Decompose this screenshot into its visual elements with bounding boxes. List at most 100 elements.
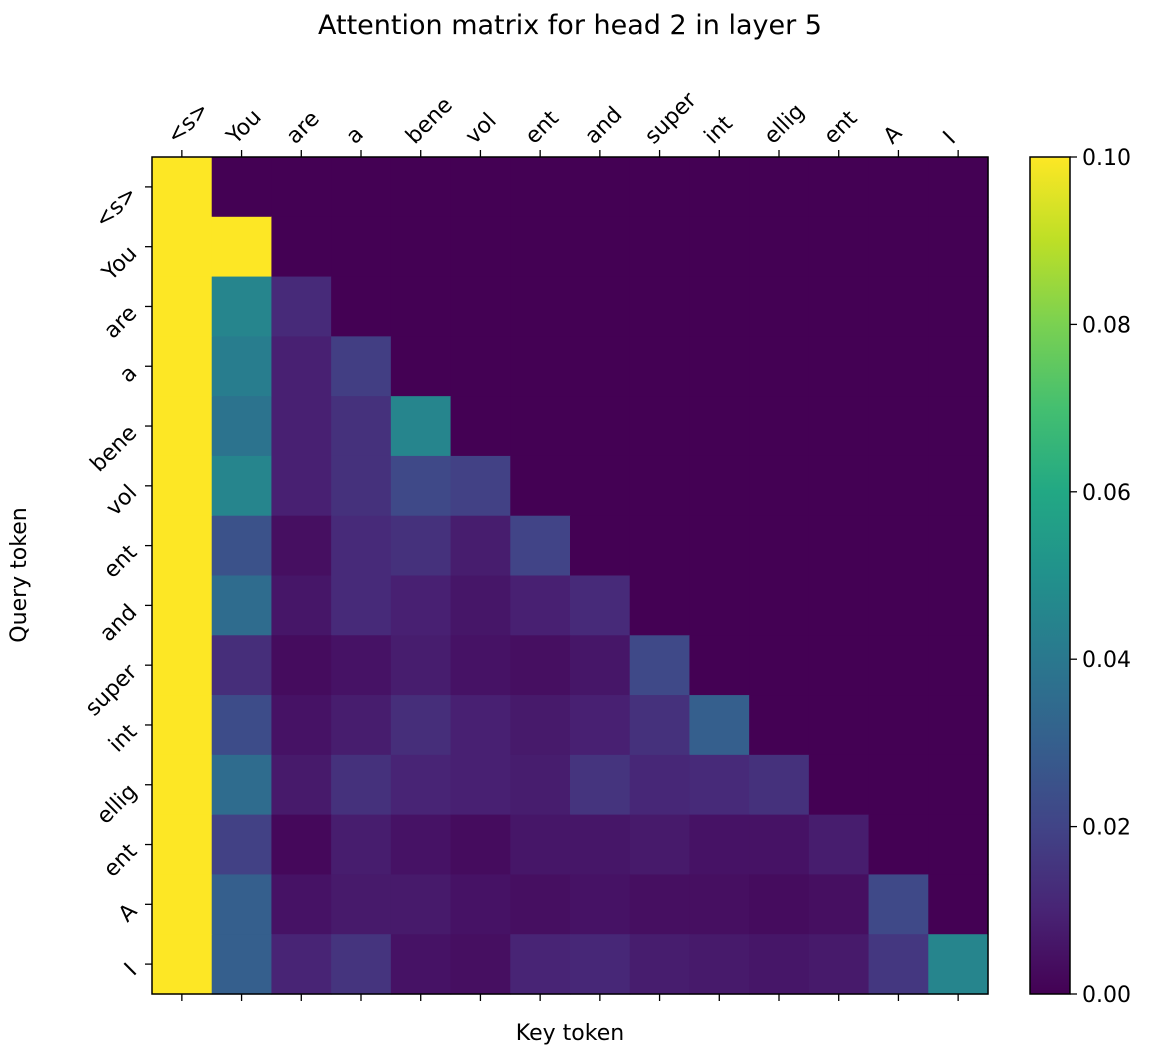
colorbar-tick-label: 0.10 — [1082, 146, 1131, 171]
heatmap-cell — [331, 276, 392, 337]
heatmap-cell — [331, 754, 392, 816]
heatmap-cell — [928, 396, 989, 457]
heatmap-cell — [152, 396, 213, 457]
heatmap-cell — [808, 754, 870, 816]
heatmap-cell — [928, 216, 989, 278]
heatmap-cell — [510, 455, 571, 517]
heatmap-cell — [450, 216, 511, 278]
heatmap-cell — [749, 874, 810, 935]
heatmap-cell — [510, 874, 571, 935]
heatmap-cell — [868, 575, 929, 636]
x-tick-label: ent — [819, 106, 862, 149]
heatmap-cell — [331, 336, 392, 397]
colorbar-tick-label: 0.08 — [1082, 313, 1131, 338]
heatmap-cell — [450, 575, 511, 636]
heatmap-cell — [570, 336, 631, 397]
heatmap-cell — [749, 575, 810, 636]
heatmap-cell — [689, 754, 750, 816]
heatmap-cell — [808, 635, 870, 696]
x-tick-label: I — [939, 127, 961, 149]
heatmap-cell — [689, 515, 750, 577]
heatmap-cell — [271, 336, 332, 397]
heatmap-cell — [808, 515, 870, 577]
heatmap-cell — [152, 635, 213, 696]
heatmap-cell — [331, 814, 392, 876]
heatmap-cell — [928, 874, 989, 935]
heatmap-cell — [629, 216, 691, 278]
y-tick-label: int — [104, 719, 142, 757]
heatmap-cell — [689, 396, 750, 457]
heatmap-cell — [928, 754, 989, 816]
heatmap-cell — [390, 396, 452, 457]
heatmap-cell — [868, 336, 929, 397]
heatmap-cell — [689, 874, 750, 935]
heatmap-cell — [629, 635, 691, 696]
heatmap-cell — [331, 396, 392, 457]
heatmap-cell — [808, 575, 870, 636]
heatmap-cell — [570, 396, 631, 457]
heatmap-cell — [390, 575, 452, 636]
heatmap-cell — [331, 874, 392, 935]
heatmap-cell — [808, 874, 870, 935]
heatmap-cell — [331, 934, 392, 995]
heatmap-cell — [928, 336, 989, 397]
heatmap-cell — [211, 874, 273, 935]
heatmap-cell — [868, 814, 929, 876]
colorbar-ticks: 0.00 0.02 0.04 0.06 0.08 0.10 — [1070, 146, 1131, 1008]
heatmap-cell — [868, 276, 929, 337]
heatmap-cell — [390, 157, 452, 218]
heatmap-cell — [510, 336, 571, 397]
heatmap-cell — [510, 515, 571, 577]
heatmap-cell — [749, 336, 810, 397]
heatmap-cell — [629, 575, 691, 636]
heatmap-cell — [450, 157, 511, 218]
heatmap-cell — [152, 455, 213, 517]
heatmap-cell — [271, 575, 332, 636]
y-tick-label: are — [99, 301, 142, 344]
heatmap-cell — [510, 754, 571, 816]
heatmap-cell — [868, 695, 929, 756]
y-tick-label: a — [115, 361, 142, 388]
heatmap-cell — [868, 515, 929, 577]
heatmap-cell — [570, 635, 631, 696]
heatmap-cell — [808, 336, 870, 397]
heatmap-cell — [390, 455, 452, 517]
heatmap-cell — [390, 814, 452, 876]
heatmap-cell — [510, 396, 571, 457]
y-tick-label: and — [95, 600, 142, 647]
colorbar-tick-label: 0.06 — [1082, 481, 1131, 506]
heatmap-cell — [271, 455, 332, 517]
heatmap-cell — [689, 336, 750, 397]
heatmap-cell — [390, 336, 452, 397]
heatmap-cell — [749, 635, 810, 696]
heatmap-cell — [868, 934, 929, 995]
heatmap-cell — [510, 216, 571, 278]
heatmap-cell — [629, 874, 691, 935]
heatmap-cell — [749, 934, 810, 995]
y-tick-label: ent — [99, 839, 142, 882]
heatmap-cell — [271, 934, 332, 995]
heatmap-cell — [749, 695, 810, 756]
x-tick-label: ellig — [760, 99, 810, 149]
heatmap-cell — [271, 754, 332, 816]
heatmap-cell — [570, 455, 631, 517]
heatmap-cell — [450, 874, 511, 935]
heatmap-cell — [271, 216, 332, 278]
heatmap-cell — [152, 874, 213, 935]
heatmap-cell — [390, 515, 452, 577]
y-tick-label: ent — [99, 540, 142, 583]
heatmap-cell — [152, 575, 213, 636]
heatmap-cell — [570, 695, 631, 756]
heatmap-cell — [211, 575, 273, 636]
heatmap-cell — [510, 157, 571, 218]
heatmap-cell — [629, 157, 691, 218]
x-tick-label: are — [282, 106, 325, 149]
heatmap-cell — [808, 276, 870, 337]
heatmap-cell — [808, 814, 870, 876]
heatmap-cells — [152, 157, 989, 995]
heatmap-cell — [689, 276, 750, 337]
x-tick-label: and — [580, 102, 627, 149]
heatmap-cell — [510, 635, 571, 696]
heatmap-cell — [271, 814, 332, 876]
y-tick-label: <s> — [90, 181, 142, 233]
